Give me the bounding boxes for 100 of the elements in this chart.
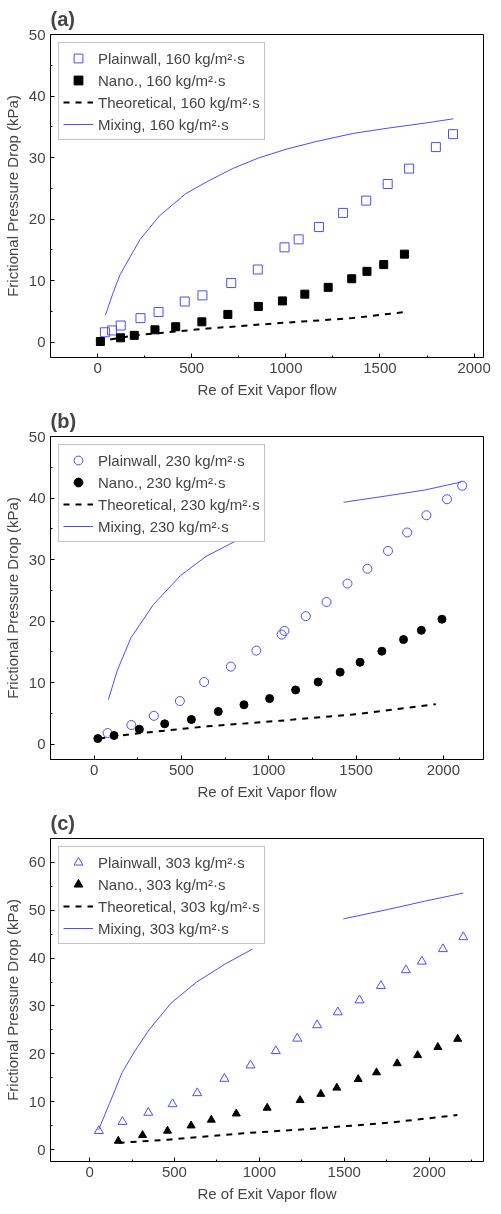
point — [226, 278, 237, 289]
point — [171, 322, 181, 332]
x-tick-label: 500 — [179, 358, 205, 376]
chart-title: (b) — [50, 409, 77, 432]
point — [379, 260, 389, 270]
point — [313, 677, 323, 687]
point — [265, 694, 275, 704]
point — [197, 317, 207, 327]
point — [186, 715, 196, 724]
legend-label: Theoretical, 303 kg/m²·s — [98, 897, 260, 915]
point — [399, 249, 409, 259]
x-tick-label: 500 — [161, 1162, 187, 1180]
x-tick-label: 0 — [93, 358, 102, 376]
point — [225, 661, 236, 672]
legend-label: Plainwall, 303 kg/m²·s — [98, 853, 245, 871]
point — [135, 313, 146, 324]
y-tick-label: 30 — [28, 996, 46, 1014]
point — [206, 1114, 216, 1123]
legend-label: Mixing, 160 kg/m²·s — [98, 115, 229, 133]
point — [126, 720, 137, 731]
y-tick-label: 10 — [28, 1092, 46, 1110]
point — [245, 1059, 256, 1069]
legend-label: Theoretical, 160 kg/m²·s — [98, 93, 260, 111]
point — [375, 980, 386, 989]
point — [402, 527, 413, 538]
x-tick-label: 500 — [168, 760, 194, 778]
legend-label: Nano., 230 kg/m²·s — [98, 473, 226, 491]
point — [197, 290, 208, 301]
point — [400, 964, 411, 974]
point — [113, 1135, 123, 1144]
x-tick-label: 1000 — [242, 1162, 277, 1180]
x-tick-label: 1500 — [363, 358, 397, 376]
point — [252, 264, 263, 275]
legend-label: Plainwall, 230 kg/m²·s — [98, 451, 245, 469]
point — [143, 1106, 154, 1116]
point — [347, 274, 357, 284]
y-tick-label: 20 — [28, 210, 46, 228]
y-tick-label: 30 — [28, 550, 46, 568]
point — [199, 676, 210, 687]
legend-label: Plainwall, 160 kg/m²·s — [98, 49, 245, 67]
point — [416, 625, 426, 635]
point — [332, 1082, 342, 1091]
x-tick-label: 1500 — [339, 760, 373, 778]
point — [134, 724, 144, 734]
y-tick-label: 10 — [28, 673, 46, 691]
chart-title: (c) — [50, 811, 75, 834]
y-axis-title: Frictional Pressure Drop (kPa) — [3, 95, 21, 297]
point — [295, 1095, 305, 1104]
point — [251, 645, 262, 656]
x-tick-label: 2000 — [457, 358, 491, 376]
point — [107, 325, 118, 336]
point — [279, 242, 290, 253]
point — [99, 327, 110, 338]
point — [342, 578, 353, 589]
y-tick-label: 20 — [28, 612, 46, 630]
point — [362, 266, 372, 276]
y-tick-label: 30 — [28, 148, 46, 166]
y-tick-label: 40 — [28, 949, 46, 967]
y-tick-label: 60 — [28, 853, 46, 871]
y-tick-label: 20 — [28, 1044, 46, 1062]
x-tick-label: 2000 — [426, 760, 461, 778]
point — [138, 1130, 148, 1138]
point — [291, 685, 301, 695]
point — [316, 1088, 326, 1097]
point — [442, 494, 453, 505]
point — [293, 234, 304, 245]
point — [162, 1125, 172, 1134]
y-axis-title: Frictional Pressure Drop (kPa) — [3, 497, 21, 699]
y-tick-label: 50 — [28, 427, 46, 445]
legend-label: Theoretical, 230 kg/m²·s — [98, 495, 260, 513]
chart-title: (a) — [50, 7, 75, 30]
point — [231, 1108, 241, 1117]
point — [335, 667, 345, 677]
point — [377, 646, 387, 656]
x-tick-label: 1000 — [252, 760, 286, 778]
point — [223, 309, 233, 319]
point — [399, 635, 409, 645]
point — [160, 719, 170, 729]
point — [153, 306, 164, 317]
point — [404, 163, 415, 174]
legend-label: Nano., 303 kg/m²·s — [98, 875, 226, 893]
point — [332, 1006, 343, 1016]
point — [361, 195, 372, 206]
point — [279, 625, 290, 636]
point — [413, 1050, 423, 1059]
y-tick-label: 50 — [28, 25, 46, 43]
point — [150, 325, 160, 335]
point — [117, 1116, 128, 1125]
x-tick-label: 0 — [89, 760, 99, 778]
point — [323, 282, 333, 292]
point — [453, 1033, 463, 1042]
x-tick-label: 1500 — [327, 1162, 361, 1180]
x-tick-label: 2000 — [412, 1162, 446, 1180]
y-tick-label: 40 — [28, 87, 46, 105]
y-tick-label: 50 — [28, 901, 46, 919]
point — [115, 320, 126, 331]
point — [277, 296, 287, 306]
point — [292, 1032, 303, 1042]
y-tick-label: 10 — [28, 271, 46, 289]
point — [392, 1058, 402, 1067]
